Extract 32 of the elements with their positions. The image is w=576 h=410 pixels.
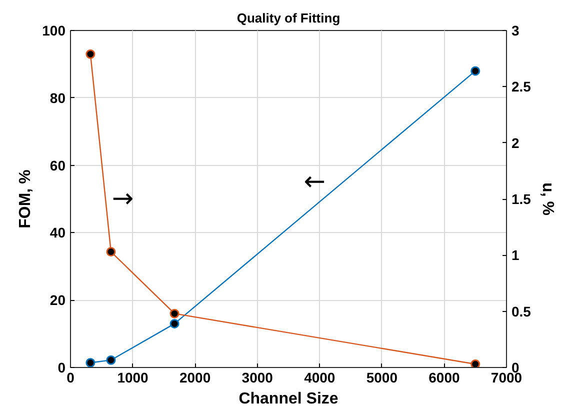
point	[106, 355, 116, 365]
point	[170, 318, 180, 328]
y2-tick-label: 3	[512, 22, 520, 38]
point	[170, 308, 180, 318]
y2-tick-label: 0.5	[512, 303, 532, 320]
y2-tick-label: 1	[512, 247, 520, 264]
y2-tick-label: 1.5	[512, 191, 532, 207]
point	[470, 359, 480, 368]
y-tick-label: 60	[50, 157, 66, 174]
y-tick-label: 40	[50, 224, 66, 241]
y-tick-label: 80	[50, 90, 66, 106]
x-tick-label: 3000	[242, 370, 274, 386]
x-tick-label: 5000	[366, 370, 398, 386]
y-axis-title: FOM, %	[17, 170, 34, 228]
x-tick-label: 2000	[180, 370, 211, 386]
y-tick-label: 20	[50, 292, 66, 308]
chart-title: Quality of Fitting	[236, 10, 340, 26]
y-tick-label: 0	[58, 360, 66, 376]
point	[86, 358, 96, 368]
x-axis-title: Channel Size	[238, 390, 338, 408]
point	[470, 66, 480, 76]
point	[86, 49, 96, 59]
annotation: →	[112, 184, 134, 214]
x-tick-label: 6000	[428, 370, 460, 386]
point	[106, 247, 116, 257]
y2-tick-label: 2	[512, 134, 520, 151]
x-tick-label: 1000	[117, 370, 149, 386]
y2-axis-title: u, %	[538, 182, 556, 216]
x-tick-label: 4000	[304, 370, 336, 386]
y-tick-label: 100	[42, 22, 66, 38]
y2-tick-label: 2.5	[512, 78, 532, 95]
annotation: ←	[304, 167, 326, 198]
